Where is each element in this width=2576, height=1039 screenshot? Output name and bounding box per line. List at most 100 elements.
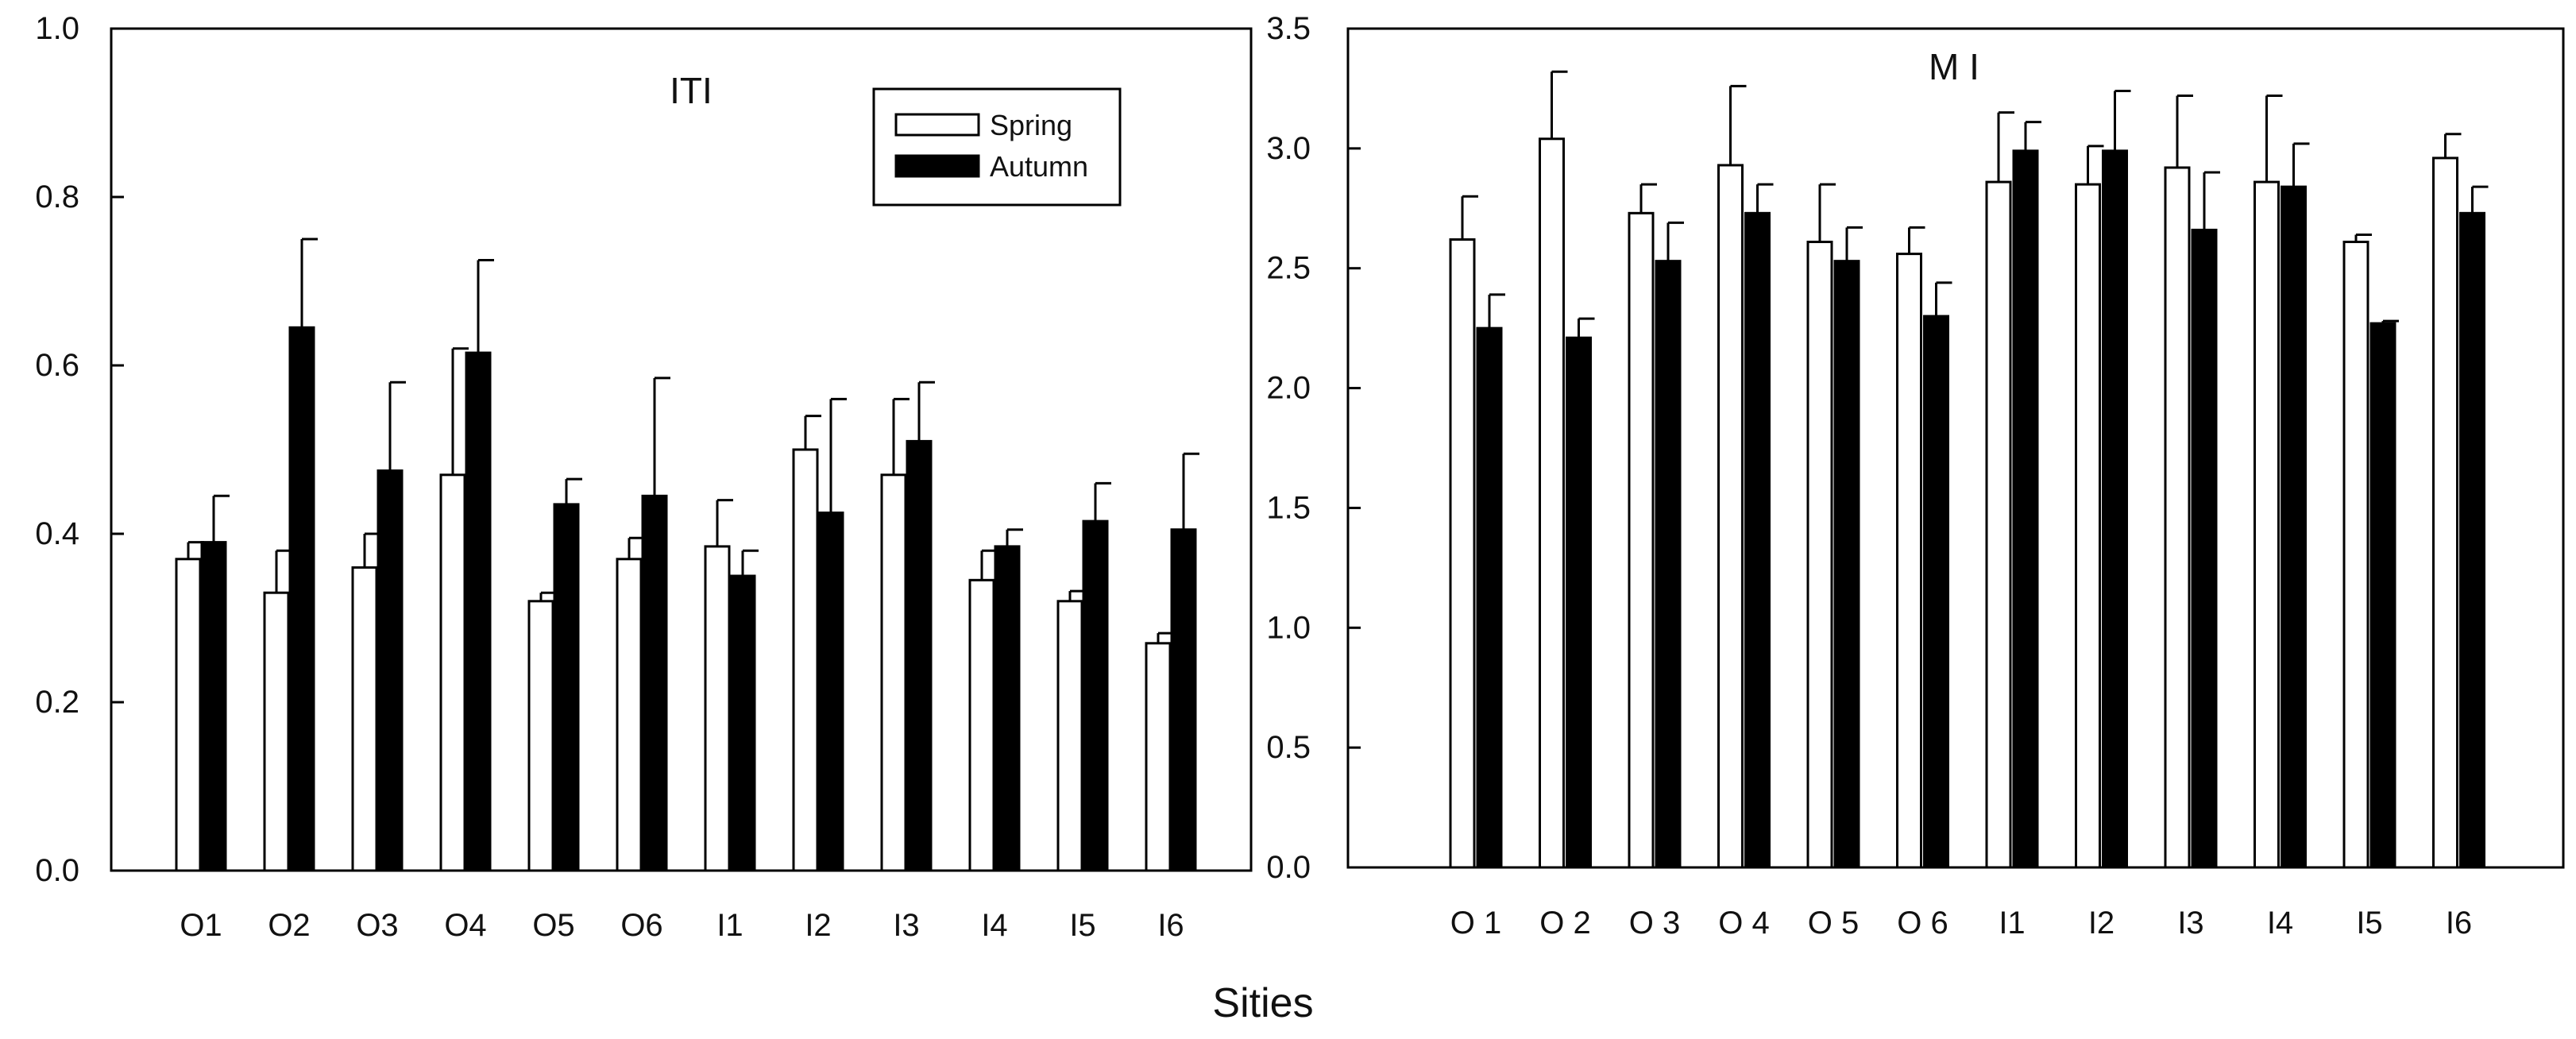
iti-bar-autumn <box>377 469 404 872</box>
iti-bar-spring <box>263 591 290 872</box>
mi-bar-autumn <box>2012 149 2039 869</box>
mi-bar-spring <box>1449 238 1476 869</box>
mi-bar-spring <box>2432 156 2458 869</box>
iti-bar-spring <box>616 558 643 872</box>
mi-y-tick-label: 1.5 <box>1266 490 1311 525</box>
legend: Spring Autumn <box>872 87 1122 207</box>
legend-swatch-autumn <box>894 154 980 178</box>
iti-bar-spring <box>175 558 202 872</box>
iti-bar-autumn <box>641 494 668 872</box>
iti-bar-spring <box>1145 642 1172 872</box>
mi-bar-autumn <box>2281 185 2307 869</box>
iti-bar-autumn <box>553 503 580 872</box>
mi-chart-title: M I <box>1929 46 1979 87</box>
mi-x-axis: O 1 O 2 O 3 O 4 O 5 O 6 I1 I2 I3 I4 I5 I6 <box>1450 906 2472 941</box>
mi-bar-spring <box>1896 253 1922 869</box>
iti-x-axis: O1 O2 O3 O4 O5 O6 I1 I2 I3 I4 I5 I6 <box>180 908 1184 943</box>
mi-x-tick-label: I1 <box>1999 906 2025 941</box>
iti-bar-autumn <box>465 351 492 872</box>
iti-y-axis: 0.0 0.2 0.4 0.6 0.8 1.0 <box>35 11 124 888</box>
iti-y-tick-label: 1.0 <box>35 11 79 46</box>
iti-bar-spring <box>527 600 554 872</box>
mi-bar-autumn <box>1655 260 1682 869</box>
iti-error-bars <box>187 238 1199 643</box>
mi-x-tick-label: O 2 <box>1539 906 1590 941</box>
mi-bar-autumn <box>1923 315 1949 869</box>
iti-bar-spring <box>704 545 731 872</box>
iti-chart-title: ITI <box>670 70 713 111</box>
mi-bar-autumn <box>1833 260 1860 869</box>
iti-plot-frame <box>110 27 1253 872</box>
mi-bar-spring <box>1717 164 1744 869</box>
mi-bar-spring <box>2075 183 2101 869</box>
mi-x-tick-label: O 5 <box>1808 906 1859 941</box>
iti-bar-spring <box>792 448 819 872</box>
iti-x-tick-label: I4 <box>981 908 1007 943</box>
iti-chart-panel: ITI 0.0 0.2 0.4 0.6 0.8 1.0 O1 O2 O3 O4 O5 O6 I1 I2 I… <box>35 11 1253 943</box>
mi-x-tick-label: I6 <box>2446 906 2472 941</box>
mi-bar-spring <box>1985 180 2012 869</box>
mi-bar-autumn <box>2191 228 2218 869</box>
iti-bar-autumn <box>994 545 1021 872</box>
mi-y-tick-label: 3.5 <box>1266 11 1311 46</box>
mi-bar-spring <box>2342 241 2369 869</box>
mi-bar-spring <box>1539 137 1565 869</box>
iti-x-tick-label: I5 <box>1069 908 1095 943</box>
iti-y-tick-label: 0.8 <box>35 180 79 214</box>
mi-y-tick-label: 1.0 <box>1266 610 1311 645</box>
mi-bar-spring <box>2254 180 2280 869</box>
mi-bar-spring <box>1628 211 1655 869</box>
mi-x-tick-label: I5 <box>2356 906 2382 941</box>
mi-x-tick-label: O 4 <box>1718 906 1769 941</box>
mi-y-tick-label: 2.0 <box>1266 371 1311 406</box>
iti-bar-spring <box>351 566 378 872</box>
iti-y-tick-label: 0.4 <box>35 516 79 551</box>
mi-bar-autumn <box>2102 149 2128 869</box>
mi-plot-frame <box>1346 27 2565 869</box>
iti-x-tick-label: O2 <box>268 908 310 943</box>
mi-x-tick-label: I2 <box>2088 906 2114 941</box>
mi-x-tick-label: I4 <box>2267 906 2293 941</box>
mi-bar-spring <box>2164 166 2191 869</box>
mi-y-tick-label: 0.5 <box>1266 730 1311 765</box>
iti-bar-spring <box>1056 600 1083 872</box>
iti-x-tick-label: O3 <box>356 908 398 943</box>
iti-bar-autumn <box>1170 528 1197 872</box>
iti-x-tick-label: O4 <box>444 908 486 943</box>
mi-bars <box>1449 137 2485 869</box>
mi-error-bars <box>1461 70 2489 338</box>
mi-bar-autumn <box>1744 211 1771 869</box>
mi-bar-autumn <box>1566 336 1592 869</box>
mi-x-tick-label: O 6 <box>1897 906 1948 941</box>
iti-bar-autumn <box>200 541 227 872</box>
legend-box <box>872 87 1122 207</box>
iti-x-tick-label: I3 <box>893 908 919 943</box>
mi-y-tick-label: 0.0 <box>1266 850 1311 885</box>
iti-bar-spring <box>968 578 995 872</box>
iti-x-tick-label: O5 <box>532 908 574 943</box>
mi-y-axis: 0.0 0.5 1.0 1.5 2.0 2.5 3.0 3.5 <box>1266 11 1361 885</box>
legend-label-spring: Spring <box>990 109 1072 141</box>
iti-x-tick-label: I1 <box>716 908 743 943</box>
iti-x-tick-label: O6 <box>620 908 662 943</box>
iti-y-tick-label: 0.2 <box>35 685 79 720</box>
legend-swatch-spring <box>894 113 980 137</box>
iti-bar-spring <box>439 473 466 872</box>
legend-label-autumn: Autumn <box>990 150 1088 183</box>
iti-y-tick-label: 0.0 <box>35 853 79 888</box>
mi-x-tick-label: O 1 <box>1450 906 1501 941</box>
iti-bar-autumn <box>729 574 756 872</box>
iti-bar-autumn <box>288 326 315 872</box>
iti-bar-spring <box>880 473 907 872</box>
iti-bar-autumn <box>817 512 844 872</box>
iti-x-tick-label: I6 <box>1157 908 1184 943</box>
mi-x-tick-label: I3 <box>2177 906 2203 941</box>
iti-bars <box>175 326 1197 872</box>
shared-x-axis-label: Sities <box>1212 980 1313 1026</box>
iti-bar-autumn <box>1082 520 1109 872</box>
mi-x-tick-label: O 3 <box>1629 906 1680 941</box>
iti-x-tick-label: I2 <box>805 908 831 943</box>
mi-bar-autumn <box>1476 326 1503 869</box>
